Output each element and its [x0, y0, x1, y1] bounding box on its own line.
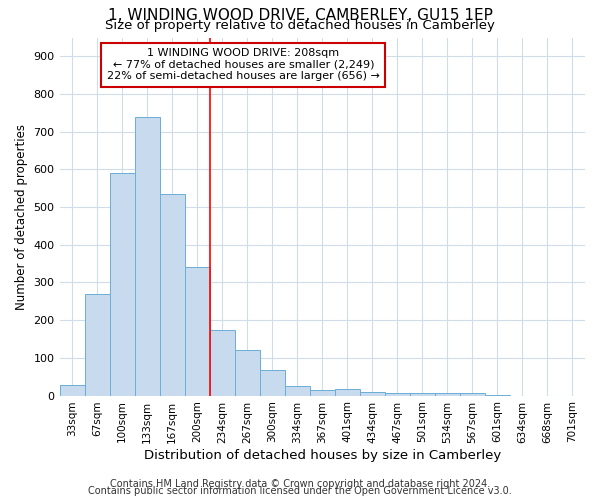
- Bar: [209, 330, 235, 396]
- Text: 1 WINDING WOOD DRIVE: 208sqm  
← 77% of detached houses are smaller (2,249)
22% : 1 WINDING WOOD DRIVE: 208sqm ← 77% of de…: [107, 48, 380, 82]
- Bar: [59, 386, 85, 396]
- Text: 1, WINDING WOOD DRIVE, CAMBERLEY, GU15 1EP: 1, WINDING WOOD DRIVE, CAMBERLEY, GU15 1…: [107, 8, 493, 22]
- Bar: [160, 194, 185, 396]
- Bar: [235, 350, 260, 396]
- Bar: [310, 390, 335, 396]
- Bar: [185, 268, 209, 396]
- Bar: [410, 392, 435, 396]
- Text: Contains HM Land Registry data © Crown copyright and database right 2024.: Contains HM Land Registry data © Crown c…: [110, 479, 490, 489]
- Bar: [335, 389, 360, 396]
- Bar: [260, 370, 285, 396]
- Bar: [110, 173, 134, 396]
- Bar: [460, 393, 485, 396]
- Bar: [285, 386, 310, 396]
- Text: Contains public sector information licensed under the Open Government Licence v3: Contains public sector information licen…: [88, 486, 512, 496]
- Bar: [435, 394, 460, 396]
- X-axis label: Distribution of detached houses by size in Camberley: Distribution of detached houses by size …: [143, 450, 501, 462]
- Text: Size of property relative to detached houses in Camberley: Size of property relative to detached ho…: [105, 18, 495, 32]
- Bar: [85, 294, 110, 396]
- Bar: [385, 392, 410, 396]
- Bar: [360, 392, 385, 396]
- Bar: [134, 116, 160, 396]
- Y-axis label: Number of detached properties: Number of detached properties: [15, 124, 28, 310]
- Bar: [485, 395, 510, 396]
